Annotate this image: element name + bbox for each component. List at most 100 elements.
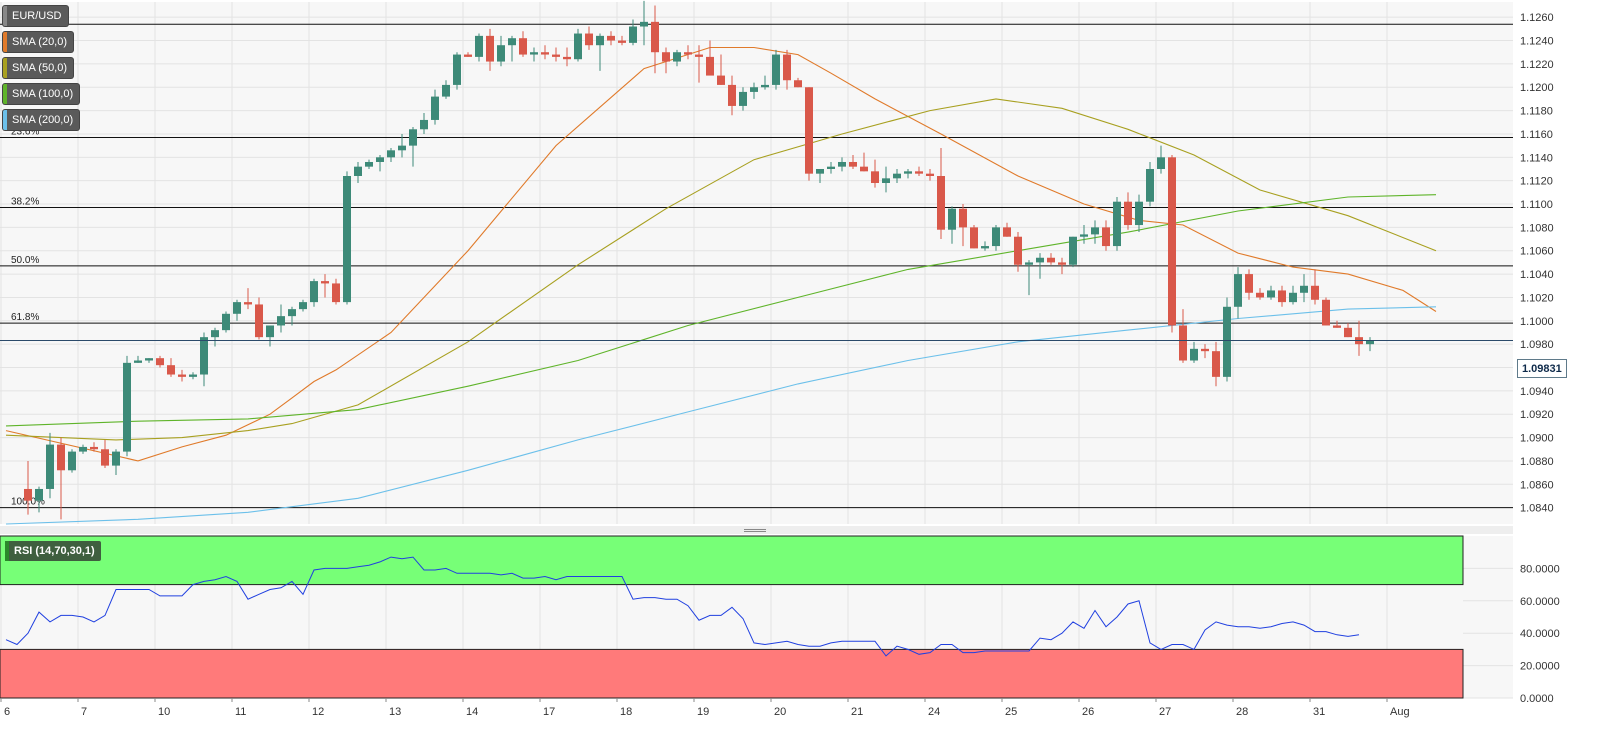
- time-tick-label: 13: [389, 706, 401, 718]
- price-tick-label: 1.1100: [1520, 199, 1553, 211]
- sma-line: [5, 98, 1437, 441]
- candle-body: [893, 173, 901, 179]
- candle-body: [1256, 292, 1264, 298]
- candle-body: [57, 444, 65, 471]
- candle-body: [464, 54, 472, 57]
- fibonacci-label: 50.0%: [11, 255, 39, 266]
- rsi-oversold-zone: [0, 648, 1464, 699]
- fibonacci-label: 61.8%: [11, 312, 39, 323]
- rsi-tag[interactable]: RSI (14,70,30,1): [5, 541, 101, 561]
- candle-body: [640, 21, 648, 27]
- time-tick-label: 20: [774, 706, 786, 718]
- symbol-tag[interactable]: EUR/USD: [3, 6, 68, 26]
- candle-body: [596, 35, 604, 46]
- fibonacci-levels: 0.0%23.6%38.2%50.0%61.8%100.0%: [0, 13, 1513, 509]
- time-tick-label: 11: [235, 706, 246, 718]
- candle-body: [1047, 257, 1055, 263]
- price-tick-label: 1.1260: [1520, 12, 1554, 24]
- candle-body: [827, 166, 835, 169]
- candle-body: [552, 54, 560, 57]
- candle-body: [266, 325, 274, 338]
- candle-body: [233, 302, 241, 314]
- candle-body: [1333, 325, 1341, 328]
- candle-body: [871, 171, 879, 184]
- candle-body: [35, 488, 43, 501]
- candle-body: [90, 446, 98, 450]
- candle-body: [530, 52, 538, 55]
- candle-body: [244, 302, 252, 305]
- candle-body: [1190, 348, 1198, 361]
- splitter-grip[interactable]: [744, 531, 766, 532]
- candle-body: [68, 451, 76, 471]
- moving-averages: [5, 46, 1437, 525]
- candle-body: [728, 84, 736, 106]
- sma-line: [5, 306, 1437, 525]
- candle-body: [497, 45, 505, 62]
- sma-20-label: SMA (20,0): [12, 36, 68, 48]
- time-axis: 6 7 10 11 12 13 14 17 18 19 20 21 24 25 26 27 28 31 Aug: [0, 698, 1410, 718]
- candle-body: [387, 150, 395, 158]
- sma-200-swatch: [3, 110, 7, 130]
- splitter-grip[interactable]: [744, 529, 766, 530]
- time-tick-label: 18: [620, 706, 632, 718]
- candle-body: [156, 358, 164, 366]
- candle-body: [1278, 290, 1286, 303]
- time-tick-label: 7: [81, 706, 87, 718]
- candle-body: [167, 365, 175, 375]
- candle-body: [398, 145, 406, 151]
- time-tick-label: 14: [466, 706, 478, 718]
- symbol-label: EUR/USD: [12, 10, 62, 22]
- rsi-overbought-zone: [0, 535, 1464, 586]
- candle-body: [200, 337, 208, 375]
- sma-50-swatch: [3, 58, 7, 78]
- candle-body: [651, 21, 659, 53]
- legend-sma-20[interactable]: SMA (20,0): [3, 32, 74, 52]
- price-tick-label: 1.1160: [1520, 129, 1553, 141]
- candle-body: [1234, 274, 1242, 307]
- candle-body: [343, 176, 351, 303]
- price-tick-label: 1.1220: [1520, 59, 1554, 71]
- price-tick-label: 1.1000: [1520, 316, 1554, 328]
- price-grid: [0, 2, 1513, 524]
- price-axis: 1.0840 1.0860 1.0880 1.0900 1.0920 1.0940 1.09…: [1520, 12, 1554, 514]
- candle-body: [1201, 348, 1209, 352]
- candle-body: [134, 360, 142, 363]
- candle-body: [904, 171, 912, 174]
- candle-body: [1366, 340, 1374, 345]
- legend-sma-100[interactable]: SMA (100,0): [3, 84, 80, 104]
- price-tick-label: 1.1080: [1520, 222, 1554, 234]
- candle-body: [585, 33, 593, 46]
- candle-body: [992, 227, 1000, 247]
- rsi-swatch: [5, 541, 9, 561]
- candle-body: [563, 56, 571, 60]
- candle-body: [926, 173, 934, 176]
- candle-body: [1003, 227, 1011, 237]
- legend-sma-50[interactable]: SMA (50,0): [3, 58, 74, 78]
- rsi-tick-label: 60.0000: [1520, 596, 1560, 608]
- rsi-line: [5, 556, 1360, 657]
- candle-body: [519, 38, 527, 55]
- price-tick-label: 1.1180: [1520, 106, 1553, 118]
- candle-body: [1344, 327, 1352, 338]
- candle-body: [1102, 227, 1110, 247]
- candle-body: [486, 35, 494, 62]
- rsi-axis: 0.0000 20.0000 40.0000 60.0000 80.0000: [1520, 563, 1560, 705]
- price-tick-label: 1.1140: [1520, 152, 1553, 164]
- symbol-swatch: [3, 6, 7, 26]
- candle-body: [1311, 285, 1319, 300]
- candle-body: [838, 161, 846, 167]
- candle-body: [948, 208, 956, 230]
- candle-body: [915, 171, 923, 174]
- candle-body: [1267, 290, 1275, 298]
- price-tick-label: 1.0900: [1520, 433, 1554, 445]
- candle-body: [1212, 351, 1220, 377]
- time-tick-label: 10: [158, 706, 170, 718]
- candle-body: [1289, 292, 1297, 303]
- candle-body: [1025, 262, 1033, 265]
- legend-sma-200[interactable]: SMA (200,0): [3, 110, 80, 130]
- sma-100-label: SMA (100,0): [12, 88, 74, 100]
- candle-body: [970, 227, 978, 249]
- candle-body: [662, 52, 670, 62]
- candle-body: [255, 304, 263, 338]
